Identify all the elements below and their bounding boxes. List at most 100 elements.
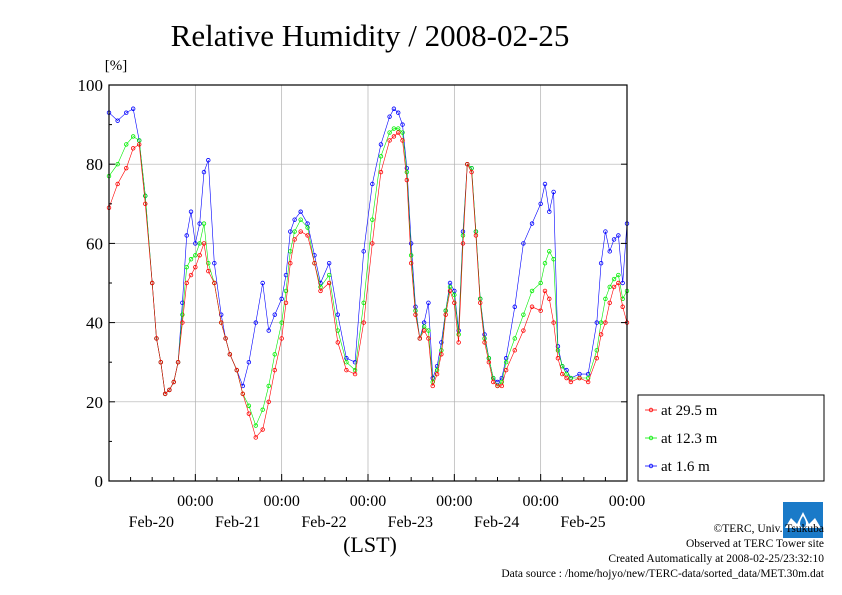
data-point	[279, 296, 284, 302]
data-point	[598, 261, 604, 266]
data-point	[555, 348, 561, 353]
data-point	[439, 340, 444, 345]
y-tick-label: 0	[95, 472, 104, 491]
data-point	[404, 177, 410, 183]
data-point	[197, 221, 202, 226]
data-point	[490, 379, 496, 385]
data-point	[473, 233, 479, 238]
data-point	[130, 106, 136, 111]
data-point	[620, 296, 625, 302]
data-point	[219, 320, 224, 325]
data-point	[253, 435, 258, 440]
observed-text: Observed at TERC Tower site	[685, 538, 824, 550]
data-point	[188, 257, 194, 262]
legend-label: at 12.3 m	[661, 431, 718, 447]
data-point	[378, 142, 384, 147]
data-point	[603, 296, 608, 302]
x-tick-date-label: Feb-21	[215, 514, 260, 531]
x-tick-date-label: Feb-20	[129, 514, 174, 531]
data-point	[326, 280, 332, 286]
y-axis-unit-label: [%]	[105, 58, 128, 74]
data-point	[447, 288, 453, 294]
data-point	[212, 261, 217, 266]
data-point	[478, 300, 483, 305]
credits-block: ©TERC, Univ. Tsukuba Observed at TERC To…	[501, 522, 824, 582]
source-text: Data source : /home/hojyo/new/TERC-data/…	[501, 568, 824, 580]
data-point	[611, 237, 617, 242]
data-point	[538, 308, 543, 313]
data-point	[434, 371, 440, 377]
data-point	[143, 201, 148, 206]
data-point	[585, 379, 591, 385]
data-point	[326, 261, 332, 266]
data-point	[551, 257, 556, 262]
data-point	[201, 241, 207, 246]
data-point	[370, 217, 375, 222]
data-point	[115, 181, 120, 187]
data-point	[298, 217, 303, 222]
data-point	[193, 264, 198, 270]
data-point	[616, 280, 621, 286]
data-point	[408, 241, 414, 246]
data-point	[234, 367, 239, 373]
data-point	[577, 375, 582, 381]
data-point	[560, 363, 565, 369]
data-point	[370, 241, 375, 246]
data-point	[607, 249, 612, 254]
data-point	[158, 360, 163, 365]
data-point	[620, 280, 625, 286]
data-point	[272, 367, 277, 373]
data-point	[616, 233, 621, 238]
data-point	[246, 403, 252, 408]
data-point	[143, 193, 148, 199]
y-tick-label: 60	[86, 234, 103, 253]
data-point	[529, 304, 535, 309]
data-point	[503, 367, 509, 373]
data-point	[512, 336, 517, 341]
data-point	[184, 264, 189, 270]
data-point	[260, 280, 265, 286]
data-point	[130, 134, 136, 139]
data-point	[288, 249, 293, 254]
x-axis: 00:00Feb-2000:00Feb-2100:00Feb-2200:00Fe…	[129, 474, 645, 531]
x-tick-date-label: Feb-24	[474, 514, 519, 531]
plot-area	[106, 106, 630, 440]
data-point	[223, 336, 228, 341]
data-point	[396, 110, 401, 115]
series-line	[108, 132, 628, 439]
data-point	[124, 110, 129, 115]
data-point	[620, 304, 625, 309]
data-point	[560, 371, 565, 377]
data-point	[206, 268, 211, 274]
data-point	[188, 209, 194, 214]
data-point	[318, 288, 323, 294]
data-point	[460, 241, 466, 246]
y-tick-label: 40	[86, 314, 103, 333]
data-point	[378, 154, 384, 159]
data-point	[499, 383, 505, 389]
data-point	[521, 241, 526, 246]
data-point	[175, 360, 181, 365]
data-point	[352, 371, 358, 377]
data-point	[430, 383, 435, 389]
data-point	[482, 340, 487, 345]
data-point	[124, 165, 129, 171]
data-point	[162, 391, 168, 397]
data-point	[594, 356, 599, 361]
data-point	[421, 328, 427, 333]
data-point	[193, 253, 198, 258]
data-point	[361, 300, 366, 305]
x-tick-date-label: Feb-23	[388, 514, 433, 531]
data-point	[130, 146, 136, 151]
data-point	[212, 280, 217, 286]
data-point	[538, 201, 543, 206]
legend-label: at 1.6 m	[661, 459, 710, 475]
data-point	[201, 169, 207, 175]
data-point	[512, 304, 517, 309]
x-axis-label: (LST)	[343, 532, 397, 557]
data-point	[387, 130, 392, 135]
data-point	[396, 130, 401, 135]
created-text: Created Automatically at 2008-02-25/23:3…	[608, 553, 824, 565]
data-point	[542, 261, 548, 266]
